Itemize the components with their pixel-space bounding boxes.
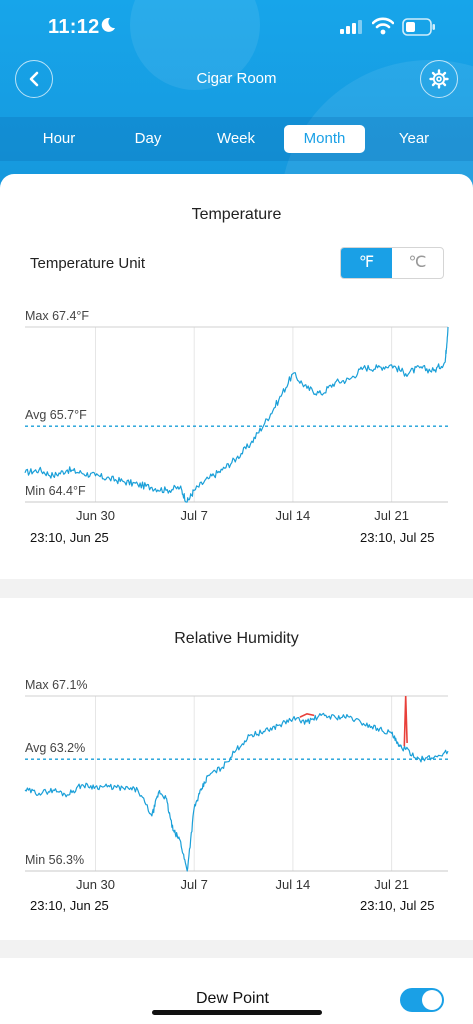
humidity-chart: Max 67.1% Avg 63.2% Min 56.3% Jun 30 Jul 7 Ju… <box>24 678 449 892</box>
cellular-signal-icon <box>340 20 362 34</box>
home-indicator <box>152 1010 322 1015</box>
humidity-max-label: Max 67.1% <box>25 678 88 692</box>
temperature-unit-label: Temperature Unit <box>30 255 146 272</box>
status-time: 11:12 <box>48 16 100 38</box>
humidity-range-start: 23:10, Jun 25 <box>30 898 109 913</box>
tab-day[interactable]: Day <box>134 130 162 147</box>
temperature-min-label: Min 64.4°F <box>25 484 86 498</box>
temperature-x-tick-label: Jun 30 <box>76 508 115 523</box>
wifi-icon <box>372 17 394 35</box>
humidity-x-tick-label: Jul 14 <box>276 877 311 892</box>
header: 11:12 Cigar Room <box>0 0 473 190</box>
humidity-min-label: Min 56.3% <box>25 853 84 867</box>
tab-hour[interactable]: Hour <box>42 130 76 147</box>
gear-icon <box>429 69 449 89</box>
nav-bar: Cigar Room <box>0 60 473 100</box>
temperature-title: Temperature <box>191 206 282 223</box>
temperature-x-tick-label: Jul 21 <box>374 508 409 523</box>
tab-week[interactable]: Week <box>216 130 256 147</box>
settings-button[interactable] <box>420 60 458 98</box>
back-button[interactable] <box>15 60 53 98</box>
temperature-x-tick-label: Jul 7 <box>180 508 207 523</box>
humidity-title: Relative Humidity <box>174 630 299 647</box>
temperature-avg-label: Avg 65.7°F <box>25 408 87 422</box>
battery-icon <box>402 18 435 36</box>
tab-year[interactable]: Year <box>398 130 430 147</box>
dew-point-label: Dew Point <box>196 990 269 1007</box>
humidity-series-line <box>24 712 449 872</box>
status-bar: 11:12 <box>0 0 473 58</box>
humidity-alert-segment <box>403 695 408 747</box>
page-title: Cigar Room <box>196 70 277 87</box>
fahrenheit-option[interactable]: ℉ <box>341 248 392 278</box>
toggle-knob <box>422 990 442 1010</box>
humidity-x-tick-label: Jun 30 <box>76 877 115 892</box>
temperature-max-label: Max 67.4°F <box>25 309 89 323</box>
temperature-unit-toggle: ℉ ℃ <box>340 247 444 279</box>
tab-month[interactable]: Month <box>284 125 365 153</box>
chevron-left-icon <box>29 71 39 87</box>
temperature-card: Temperature Temperature Unit ℉ ℃ Max 67.… <box>0 174 473 579</box>
temperature-chart: Max 67.4°F Avg 65.7°F Min 64.4°F Jun 30 Jul … <box>24 309 449 523</box>
humidity-x-tick-label: Jul 7 <box>180 877 207 892</box>
temperature-series-line <box>24 326 449 503</box>
temperature-x-tick-label: Jul 14 <box>276 508 311 523</box>
humidity-avg-label: Avg 63.2% <box>25 741 85 755</box>
temperature-range-start: 23:10, Jun 25 <box>30 530 109 545</box>
moon-icon <box>101 17 115 32</box>
humidity-card: Relative Humidity Max 67.1% Avg 63.2% Min … <box>0 598 473 940</box>
period-tabs: Hour Day Week Month Year <box>0 117 473 161</box>
celsius-option[interactable]: ℃ <box>408 254 427 271</box>
humidity-alert-segment <box>299 712 315 718</box>
humidity-range-end: 23:10, Jul 25 <box>360 898 435 913</box>
temperature-range-end: 23:10, Jul 25 <box>360 530 435 545</box>
dew-point-toggle[interactable] <box>400 988 444 1012</box>
humidity-x-tick-label: Jul 21 <box>374 877 409 892</box>
